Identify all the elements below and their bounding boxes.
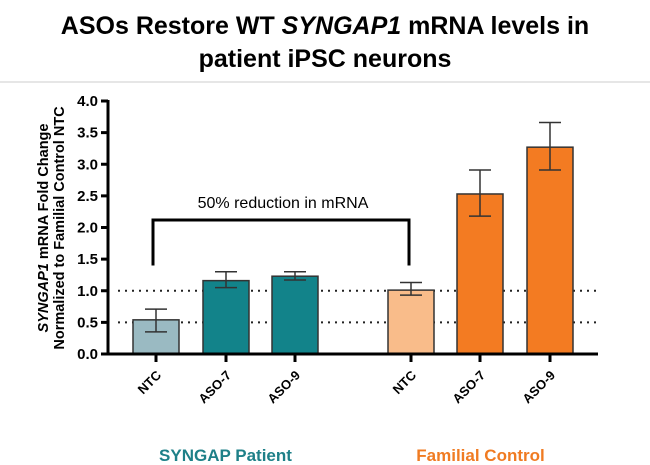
y-tick-label: 1.5 xyxy=(77,251,98,268)
y-tick-label: 2.0 xyxy=(77,220,98,237)
chart-title-line1: ASOs Restore WT SYNGAP1 mRNA levels in xyxy=(61,12,589,40)
y-tick-label: 2.5 xyxy=(77,188,98,205)
y-tick-label: 3.5 xyxy=(77,125,98,142)
y-tick-label: 0.0 xyxy=(77,346,98,363)
x-tick-label: ASO-7 xyxy=(449,368,488,407)
y-tick-label: 1.0 xyxy=(77,283,98,300)
y-axis-label-line2: Normalized to Familial Control NTC xyxy=(52,106,68,350)
x-tick-label: ASO-9 xyxy=(519,368,558,407)
chart-title-line2: patient iPSC neurons xyxy=(199,45,452,73)
bar xyxy=(271,275,319,355)
group-label: Familial Control xyxy=(416,446,544,465)
x-tick-label: NTC xyxy=(390,367,420,397)
bar xyxy=(202,279,250,355)
bar xyxy=(456,193,504,355)
y-tick-label: 0.5 xyxy=(77,314,98,331)
x-tick-label: ASO-9 xyxy=(264,368,303,407)
annotation-label: 50% reduction in mRNA xyxy=(198,195,369,212)
y-tick-label: 3.0 xyxy=(77,156,98,173)
y-tick-label: 4.0 xyxy=(77,93,98,110)
bar xyxy=(387,289,435,355)
x-tick-label: NTC xyxy=(135,367,165,397)
bar xyxy=(526,146,574,355)
group-label: SYNGAP Patient xyxy=(159,446,292,465)
significance-bracket xyxy=(151,218,411,266)
x-tick-label: ASO-7 xyxy=(195,368,234,407)
y-axis-label: SYNGAP1 mRNA Fold Change xyxy=(36,124,52,333)
